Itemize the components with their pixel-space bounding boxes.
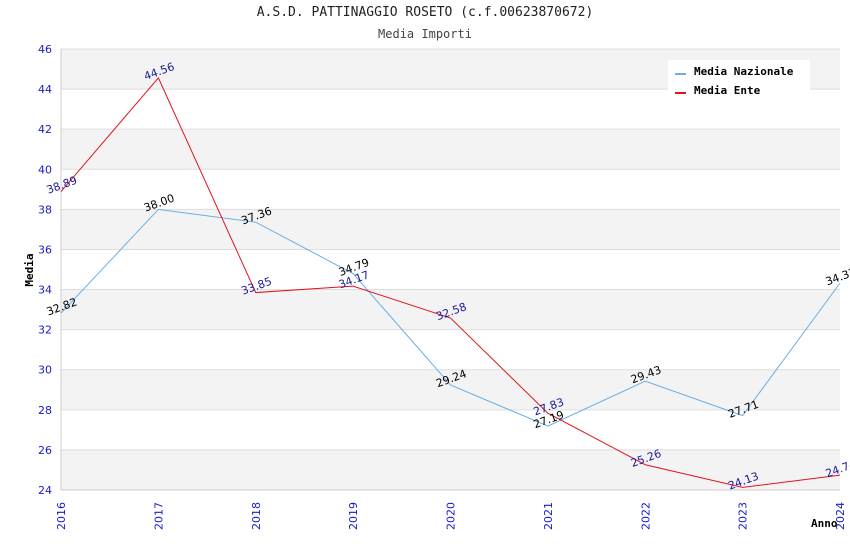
grid-band [61,289,840,330]
y-tick-label: 40 [38,163,52,176]
legend-box [668,60,810,101]
y-tick-label: 24 [38,484,52,497]
grid-band [61,449,840,490]
y-tick-label: 26 [38,444,52,457]
legend-label: Media Nazionale [694,65,794,78]
x-tick-label: 2018 [250,502,263,530]
y-tick-label: 28 [38,404,52,417]
x-tick-label: 2023 [737,502,750,530]
y-axis-label: Media [23,253,36,286]
series-lines [60,76,841,488]
x-tick-label: 2016 [55,502,68,530]
y-tick-label: 46 [38,43,52,56]
grid-band [61,129,840,170]
y-tick-label: 42 [38,123,52,136]
x-tick-label: 2021 [542,502,555,530]
x-tick-label: 2022 [639,502,652,530]
x-tick-label: 2019 [347,502,360,530]
grid-band [61,369,840,410]
data-label: 38.89 [45,174,79,197]
series-line [60,208,841,427]
data-label: 34.32 [824,265,850,288]
y-tick-labels: 24 26 28 30 32 34 36 38 40 42 44 46 [38,43,52,497]
x-tick-label: 2020 [445,502,458,530]
legend: Media Nazionale Media Ente [668,60,810,101]
chart-subtitle: Media Importi [378,27,472,41]
data-labels: 32.8238.0037.3634.7929.2427.1929.4327.71… [45,60,850,493]
grid-lines [61,48,840,491]
x-tick-labels: 2016 2017 2018 2019 2020 2021 2022 2023 2024 [55,502,847,530]
x-axis-label: Anno [811,517,838,530]
y-tick-label: 38 [38,203,52,216]
grid-band [61,209,840,250]
y-tick-label: 44 [38,83,52,96]
x-tick-label: 2024 [834,502,847,530]
y-tick-label: 32 [38,324,52,337]
legend-label: Media Ente [694,84,761,97]
chart-title: A.S.D. PATTINAGGIO ROSETO (c.f.006238706… [256,5,594,20]
y-tick-label: 36 [38,243,52,256]
y-tick-label: 34 [38,284,52,297]
series-line [60,76,841,488]
grid-bands [61,49,840,490]
x-tick-label: 2017 [152,502,165,530]
y-tick-label: 30 [38,364,52,377]
